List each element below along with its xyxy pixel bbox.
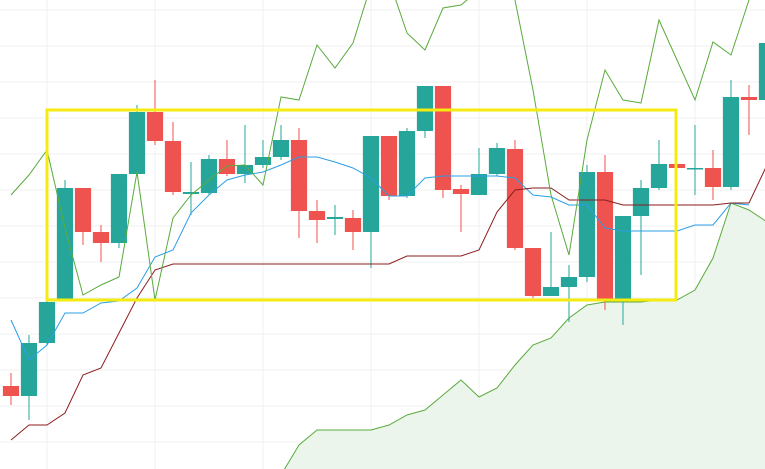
candle-body bbox=[290, 140, 308, 211]
candle-body bbox=[254, 157, 272, 165]
candle-body bbox=[452, 189, 470, 194]
candle-body bbox=[488, 148, 506, 174]
candle-body bbox=[722, 97, 740, 187]
candle-body bbox=[506, 149, 524, 248]
candle-body bbox=[614, 216, 632, 300]
candle-body bbox=[578, 172, 596, 277]
candle-body bbox=[380, 136, 398, 196]
candle-body bbox=[398, 131, 416, 196]
indicator-line bbox=[10, 168, 765, 441]
highlight-box bbox=[45, 108, 678, 302]
indicator-line bbox=[10, 156, 750, 361]
candle-body bbox=[74, 188, 92, 232]
candle-body bbox=[362, 136, 380, 232]
candle-body bbox=[56, 188, 74, 300]
candle-body bbox=[560, 277, 578, 287]
candle-body bbox=[686, 168, 704, 170]
candle-body bbox=[524, 248, 542, 296]
candle-body bbox=[38, 302, 56, 343]
candle-body bbox=[110, 174, 128, 243]
candle-body bbox=[308, 211, 326, 220]
candle-body bbox=[272, 140, 290, 157]
candle-body bbox=[128, 112, 146, 174]
candle-body bbox=[740, 97, 758, 100]
candle-body bbox=[650, 164, 668, 188]
candle-body bbox=[434, 86, 452, 190]
candle-body bbox=[200, 159, 218, 193]
candle-body bbox=[2, 386, 20, 396]
cloud-fill bbox=[281, 203, 765, 469]
candle-body bbox=[326, 217, 344, 219]
candle-body bbox=[596, 172, 614, 300]
candle-body bbox=[92, 232, 110, 243]
candle-body bbox=[164, 141, 182, 192]
candle-body bbox=[470, 174, 488, 195]
candle-body bbox=[758, 43, 765, 100]
candle-body bbox=[704, 168, 722, 187]
candle-body bbox=[344, 218, 362, 232]
cloud-line bbox=[284, 202, 765, 469]
candle-body bbox=[182, 192, 200, 194]
indicator-line bbox=[10, 0, 750, 301]
candle-body bbox=[542, 287, 560, 296]
candle-body bbox=[20, 343, 38, 396]
candle-body bbox=[146, 112, 164, 141]
candle-body bbox=[236, 165, 254, 174]
candle-body bbox=[632, 188, 650, 216]
